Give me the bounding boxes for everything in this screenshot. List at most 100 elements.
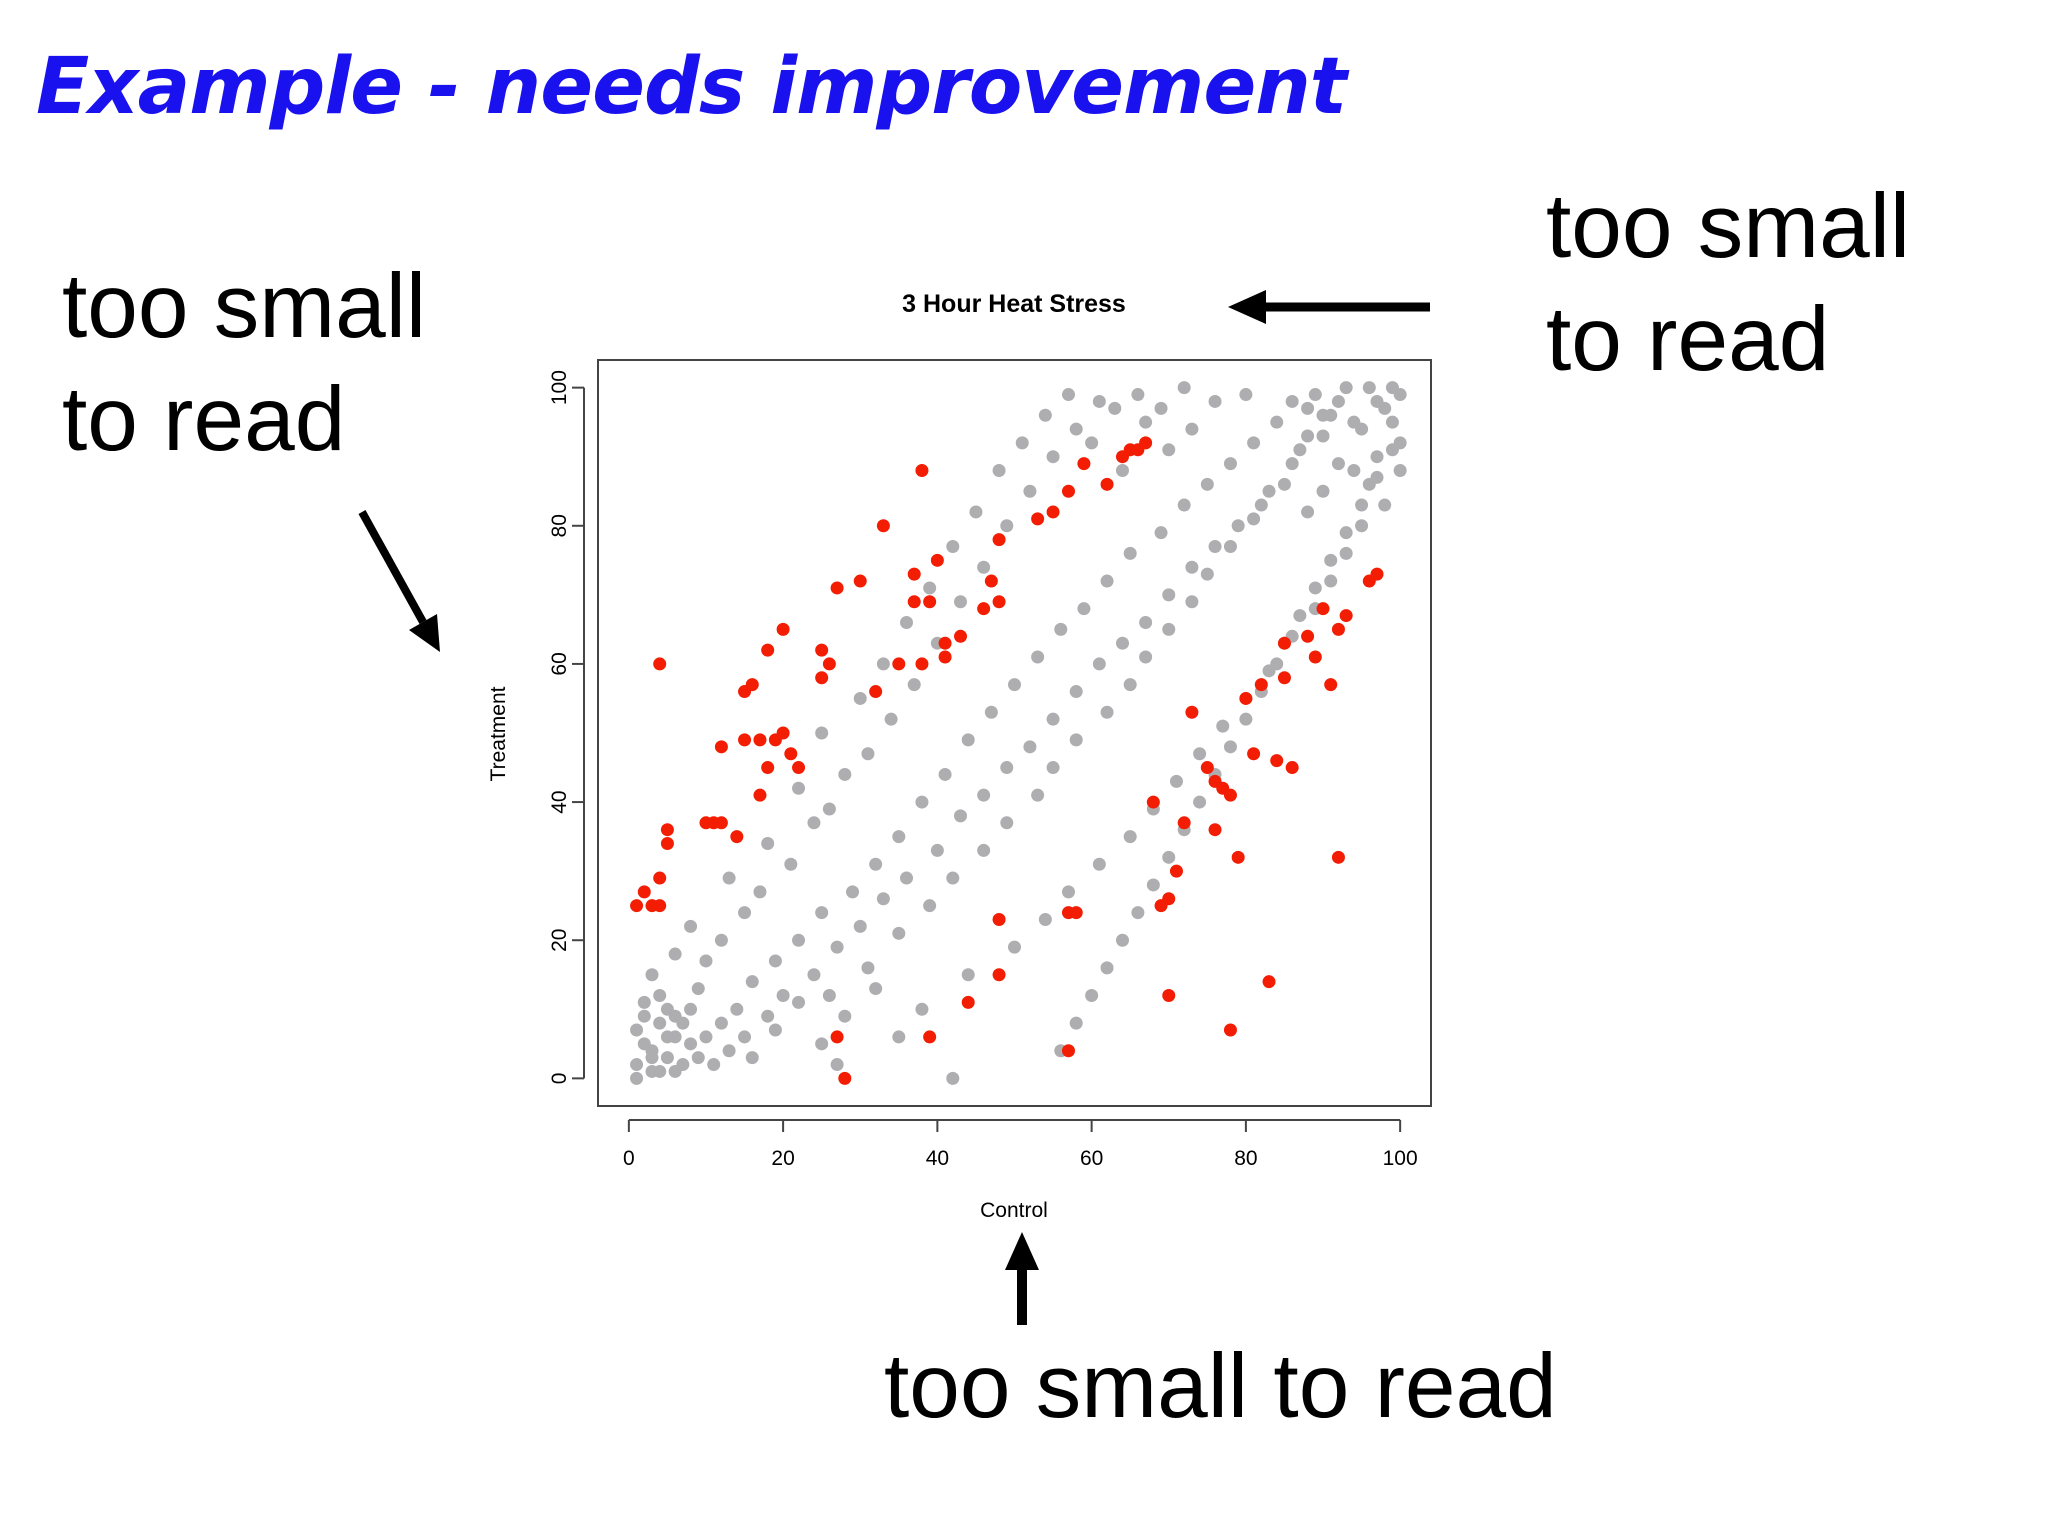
data-point bbox=[1162, 588, 1176, 602]
data-point bbox=[992, 533, 1006, 547]
data-point bbox=[892, 657, 906, 671]
data-point bbox=[745, 678, 759, 692]
data-point bbox=[1223, 540, 1237, 553]
data-point bbox=[1092, 657, 1106, 671]
data-point bbox=[1308, 650, 1322, 664]
data-point bbox=[761, 1009, 775, 1023]
data-point bbox=[1301, 429, 1315, 443]
data-point bbox=[1331, 457, 1345, 471]
data-point bbox=[792, 761, 806, 775]
data-point bbox=[653, 657, 667, 671]
data-point bbox=[961, 968, 975, 982]
data-point bbox=[668, 947, 682, 961]
data-point bbox=[822, 988, 836, 1002]
data-point bbox=[1216, 719, 1230, 733]
data-point bbox=[1316, 408, 1330, 422]
data-point bbox=[761, 643, 775, 657]
data-point bbox=[1115, 464, 1129, 478]
data-point bbox=[1247, 747, 1261, 761]
data-point bbox=[1185, 705, 1199, 719]
data-point bbox=[1200, 761, 1214, 775]
data-point bbox=[815, 726, 829, 740]
data-point bbox=[961, 733, 975, 747]
data-point bbox=[1339, 526, 1353, 540]
data-point bbox=[1316, 429, 1330, 443]
data-point bbox=[1324, 678, 1338, 692]
data-point bbox=[660, 1051, 674, 1065]
data-point bbox=[1100, 574, 1114, 588]
data-point bbox=[630, 1071, 644, 1085]
data-point bbox=[1223, 740, 1237, 754]
data-point bbox=[630, 1058, 644, 1072]
data-point bbox=[853, 919, 867, 933]
data-point bbox=[1139, 436, 1153, 450]
data-point bbox=[977, 788, 991, 802]
data-point bbox=[1339, 381, 1353, 395]
data-point bbox=[630, 899, 644, 913]
data-point bbox=[1370, 450, 1384, 464]
data-point bbox=[660, 823, 674, 837]
data-point bbox=[954, 629, 968, 643]
data-point bbox=[1331, 394, 1345, 408]
data-point bbox=[815, 671, 829, 685]
data-point bbox=[637, 995, 651, 1009]
data-point bbox=[1061, 484, 1075, 498]
data-point bbox=[930, 843, 944, 857]
data-point bbox=[1046, 450, 1060, 464]
data-point bbox=[714, 933, 728, 947]
data-point bbox=[961, 995, 975, 1009]
data-point bbox=[738, 733, 752, 747]
data-point bbox=[1000, 816, 1014, 830]
data-point bbox=[1108, 401, 1122, 415]
data-point bbox=[915, 657, 929, 671]
data-point bbox=[1069, 685, 1083, 699]
data-point bbox=[1038, 408, 1052, 422]
data-point bbox=[892, 926, 906, 940]
data-point bbox=[653, 899, 667, 913]
x-axis: 0 20 40 60 80 100 bbox=[623, 1119, 1418, 1170]
data-point bbox=[1254, 498, 1268, 512]
data-point bbox=[1316, 484, 1330, 498]
data-point bbox=[792, 781, 806, 795]
data-point bbox=[1061, 1044, 1075, 1058]
data-point bbox=[753, 885, 767, 899]
data-point bbox=[876, 519, 890, 533]
data-point bbox=[1324, 574, 1338, 588]
data-point bbox=[1262, 484, 1276, 498]
data-point bbox=[1247, 512, 1261, 526]
data-point bbox=[761, 761, 775, 775]
data-point bbox=[838, 1009, 852, 1023]
data-point bbox=[861, 747, 875, 761]
data-point bbox=[1277, 671, 1291, 685]
chart-title: 3 Hour Heat Stress bbox=[902, 290, 1126, 318]
data-point bbox=[745, 975, 759, 989]
data-point bbox=[907, 595, 921, 609]
data-point bbox=[745, 1051, 759, 1065]
data-point bbox=[1193, 795, 1207, 809]
data-point bbox=[1301, 505, 1315, 519]
data-point bbox=[668, 1064, 682, 1078]
y-axis: 0 20 40 60 80 100 bbox=[548, 370, 585, 1084]
data-point bbox=[1069, 422, 1083, 436]
data-point bbox=[630, 1023, 644, 1037]
data-point bbox=[1239, 691, 1253, 705]
data-point bbox=[1123, 830, 1137, 844]
data-point bbox=[784, 857, 798, 871]
data-point bbox=[637, 885, 651, 899]
data-point bbox=[1046, 761, 1060, 775]
annotation-left-line-2: to read bbox=[62, 369, 346, 470]
data-point bbox=[992, 913, 1006, 926]
data-point bbox=[1146, 878, 1160, 892]
data-point bbox=[815, 643, 829, 657]
data-point bbox=[753, 733, 767, 747]
data-point bbox=[792, 995, 806, 1009]
data-point bbox=[815, 1037, 829, 1051]
data-point bbox=[954, 595, 968, 609]
data-point bbox=[992, 595, 1006, 609]
data-point bbox=[807, 816, 821, 830]
data-point bbox=[1115, 636, 1129, 650]
data-point bbox=[938, 767, 952, 781]
data-point bbox=[1270, 754, 1284, 768]
data-point bbox=[869, 982, 883, 996]
data-point bbox=[699, 954, 713, 968]
